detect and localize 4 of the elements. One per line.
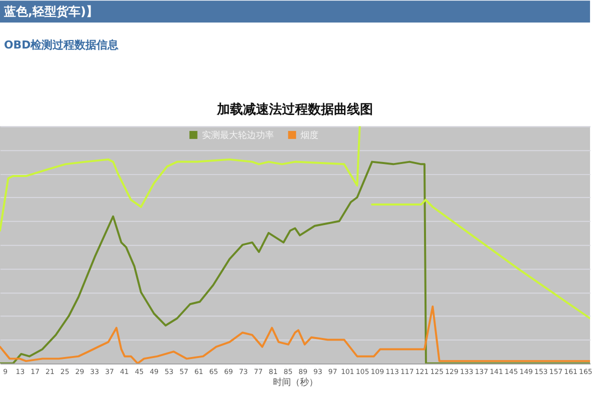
chart-title: 加载减速法过程数据曲线图 [216,102,374,118]
text: OBD检测过程数据信息 [4,38,120,52]
text: 蓝色,轻型货车)】 [2,4,98,19]
x-axis-title: 时间（秒） [273,376,318,388]
